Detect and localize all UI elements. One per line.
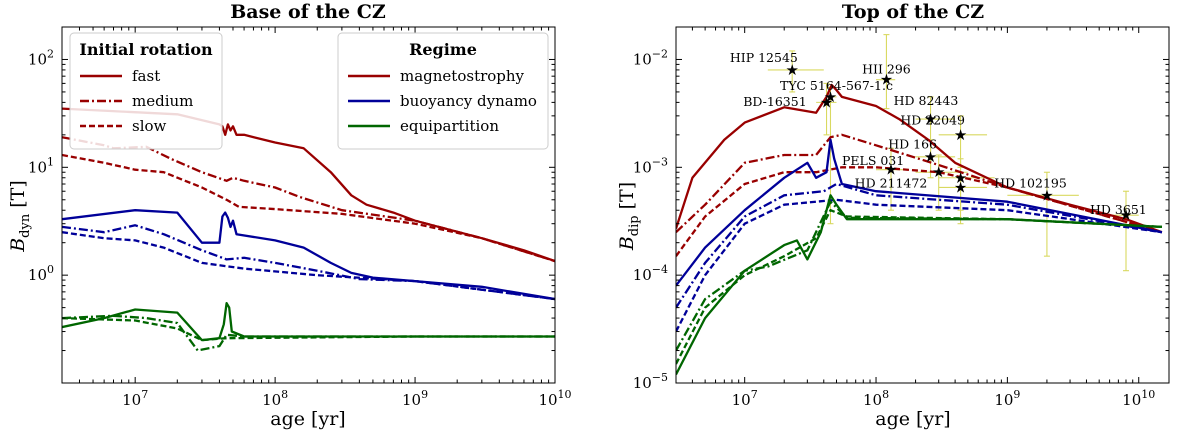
x-tick-label: 108: [262, 388, 288, 409]
x-tick-label: 107: [732, 388, 758, 409]
ticks-top: 107 108 109 1010 10−5 10−4 10−3 10−2: [633, 26, 1169, 409]
legend-item: equipartition: [400, 117, 499, 135]
series-line: [676, 194, 1162, 376]
series-line: [676, 138, 1163, 287]
ticks-base: 107 108 109 1010 100 101 102: [28, 26, 572, 409]
x-tick-label: 109: [402, 388, 428, 409]
observation-star: ★: [884, 161, 897, 179]
y-tick-label: 10−4: [633, 263, 668, 284]
legend-item: slow: [132, 117, 167, 135]
series-line: [676, 166, 1163, 257]
observation-star: ★: [785, 61, 798, 79]
legend-regime: Regime magnetostrophy buoyancy dynamo eq…: [337, 32, 549, 150]
observation-label: HD 82443: [894, 93, 959, 108]
y-axis-label-top: Bdip [T]: [616, 182, 642, 251]
observation-label: PELS 031: [842, 153, 904, 168]
observation-star: ★: [954, 126, 967, 144]
observation-star: ★: [820, 93, 833, 111]
series-line: [62, 224, 555, 301]
observation-star: ★: [954, 169, 967, 187]
observations: [767, 34, 1139, 272]
legend-title: Initial rotation: [79, 40, 213, 59]
observation-star: ★: [954, 178, 967, 196]
chart-title-base: Base of the CZ: [230, 1, 386, 23]
x-tick-label: 1010: [1122, 388, 1155, 409]
y-tick-label: 102: [28, 47, 54, 68]
x-tick-label: 107: [122, 388, 148, 409]
x-axis-label-top: age [yr]: [875, 408, 950, 430]
series-line: [676, 182, 1163, 309]
series-line: [676, 133, 1163, 234]
series-line: [62, 231, 555, 301]
plot-area-top: [676, 83, 1163, 376]
x-axis-label-base: age [yr]: [270, 408, 345, 430]
plot-frame-top: [675, 26, 1170, 384]
y-tick-label: 101: [28, 155, 54, 176]
series-line: [62, 153, 555, 263]
series-line: [62, 302, 555, 342]
observation-star: ★: [1119, 206, 1132, 224]
series-line: [676, 209, 1162, 365]
y-axis-label-main: B: [7, 238, 29, 253]
x-tick-label: 109: [994, 388, 1020, 409]
x-tick-label: 108: [863, 388, 889, 409]
legend-title: Regime: [409, 40, 477, 59]
observation-star: ★: [880, 71, 893, 89]
observation-star: ★: [924, 148, 937, 166]
y-axis-label-unit: [T]: [616, 182, 638, 216]
observation-label: HD 166: [888, 136, 937, 151]
y-axis-label-unit: [T]: [7, 180, 29, 214]
observation-star: ★: [924, 110, 937, 128]
legend-item: buoyancy dynamo: [400, 92, 537, 110]
series-line: [676, 198, 1163, 333]
panel-top-cz: Top of the CZ age [yr] Bdip [T] ★HIP 125…: [616, 1, 1170, 430]
legend-rotation: Initial rotation fast medium slow: [69, 32, 223, 150]
plot-frame-base: [61, 26, 556, 384]
y-axis-label-main: B: [616, 236, 638, 251]
observation-label: HD 22049: [900, 112, 965, 127]
observation-label: BD-16351: [743, 94, 806, 109]
y-tick-label: 10−3: [633, 155, 668, 176]
observation-label: HD 211472: [855, 175, 928, 190]
observation-star: ★: [932, 163, 945, 181]
legend-item: medium: [132, 92, 193, 110]
y-axis-label-sub: dyn: [18, 213, 33, 238]
observation-labels: ★HIP 12545★HII 296★TYC 5164-567-1.c★BD-1…: [730, 50, 1147, 224]
y-tick-label: 100: [28, 263, 54, 284]
y-tick-label: 10−5: [633, 371, 668, 392]
observation-label: HD 102195: [994, 175, 1067, 190]
observation-star: ★: [1040, 186, 1053, 204]
y-axis-label-sub: dip: [627, 215, 642, 236]
legend-item: magnetostrophy: [400, 67, 525, 85]
observation-label: TYC 5164-567-1.c: [780, 78, 893, 93]
legend-box: [337, 32, 549, 150]
observation-label: HD 3651: [1090, 202, 1147, 217]
legend-item: fast: [132, 67, 160, 85]
y-tick-label: 10−2: [633, 47, 668, 68]
chart-title-top: Top of the CZ: [842, 1, 984, 23]
series-line: [62, 316, 555, 342]
panel-base-cz: Base of the CZ age [yr] Bdyn [T] 107 108 1…: [7, 1, 572, 430]
x-tick-label: 1010: [538, 388, 571, 409]
y-axis-label-base: Bdyn [T]: [7, 180, 33, 253]
observation-label: HII 296: [862, 62, 911, 77]
legend-box: [69, 32, 223, 150]
observation-label: HIP 12545: [730, 50, 798, 65]
series-line: [62, 314, 555, 352]
observation-star: ★: [824, 88, 837, 106]
